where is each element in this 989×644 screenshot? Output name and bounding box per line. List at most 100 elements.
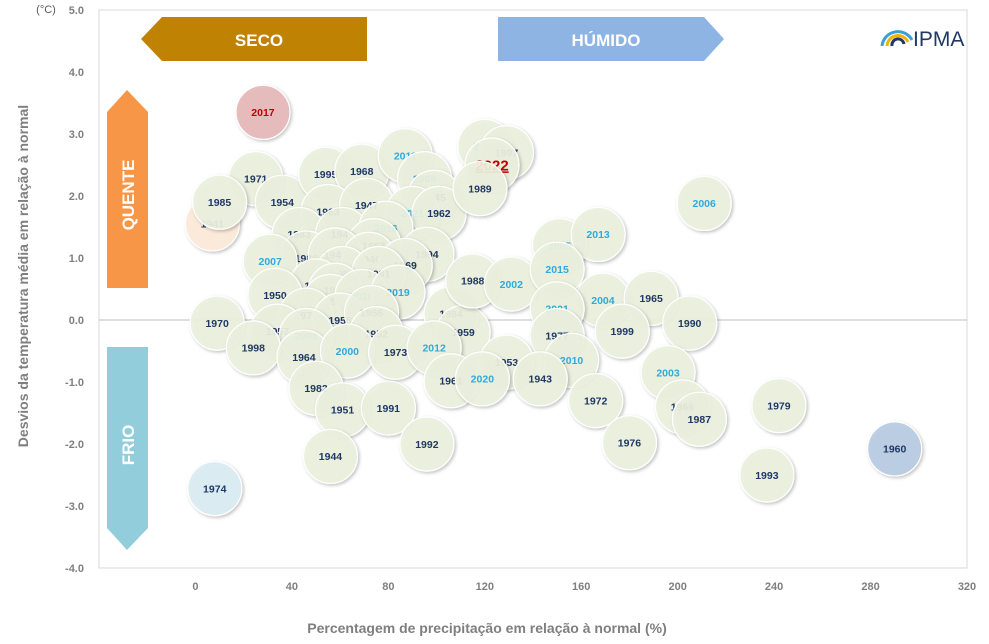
bubble-1974 (187, 461, 243, 517)
point-label-1951: 1951 (331, 405, 355, 417)
x-axis-ticks: 0 40 80 120 160 200 240 280 320 (192, 581, 976, 593)
bubble-1985 (191, 174, 248, 230)
x-tick-label: 240 (765, 581, 783, 593)
point-label-1971: 1971 (244, 173, 268, 185)
point-label-1995: 1995 (314, 169, 338, 181)
ipma-logo: IPMA (880, 28, 964, 51)
point-label-2013: 2013 (586, 229, 610, 241)
point-label-1989: 1989 (468, 183, 492, 195)
point-label-2012: 2012 (422, 343, 446, 355)
point-label-1965: 1965 (639, 293, 663, 305)
frio-arrow: FRIO (107, 347, 148, 550)
y-tick-label: -4.0 (65, 563, 84, 575)
point-label-1968: 1968 (350, 166, 374, 178)
bubble-2017 (235, 84, 291, 140)
x-tick-label: 200 (668, 581, 686, 593)
point-label-2004: 2004 (591, 295, 615, 307)
bubble-1993 (739, 447, 795, 503)
bubble-1960 (867, 421, 923, 477)
y-tick-label: -2.0 (65, 439, 84, 451)
bubble-2013 (570, 206, 626, 263)
bubble-1976 (601, 415, 658, 471)
point-2000: 2000 (319, 323, 375, 379)
y-axis-ticks: 5.0 4.0 3.0 2.0 1.0 0.0 -1.0 -2.0 -3.0 -4.0 (65, 5, 84, 575)
point-label-2015: 2015 (545, 264, 569, 276)
point-label-1991: 1991 (377, 403, 401, 415)
point-1972: 1972 (568, 373, 624, 429)
point-label-2003: 2003 (656, 367, 680, 379)
point-label-1976: 1976 (618, 438, 642, 450)
y-tick-label: 3.0 (69, 129, 84, 141)
logo-arc-inner (890, 37, 906, 47)
point-label-1974: 1974 (203, 483, 227, 495)
x-tick-label: 120 (476, 581, 494, 593)
ipma-logo-text: IPMA (913, 28, 964, 51)
point-1943: 1943 (512, 351, 568, 407)
point-2017: 2017 (235, 84, 291, 140)
point-2002: 2002 (483, 256, 539, 312)
y-axis-label: Desvios da temperatura média em relação … (15, 105, 31, 447)
bubble-1944 (302, 428, 359, 484)
point-label-1943: 1943 (529, 374, 553, 386)
point-1976: 1976 (601, 415, 658, 471)
x-axis-label: Percentagem de precipitação em relação à… (307, 620, 666, 636)
point-1979: 1979 (751, 377, 807, 434)
seco-arrow: SECO (141, 17, 367, 61)
logo-arc-outer (880, 30, 914, 47)
x-tick-label: 280 (861, 581, 879, 593)
point-1989: 1989 (452, 160, 508, 217)
data-points: 2017194119741960197119851954199519681963… (184, 84, 923, 517)
point-label-2000: 2000 (336, 346, 360, 358)
seco-label: SECO (235, 31, 283, 50)
y-tick-label: 5.0 (69, 5, 84, 17)
point-1985: 1985 (191, 174, 248, 230)
bubble-1979 (751, 377, 807, 434)
humido-arrow: HÚMIDO (498, 17, 724, 61)
bubble-1992 (399, 416, 455, 472)
point-label-1962: 1962 (427, 208, 451, 220)
y-tick-label: 1.0 (69, 253, 84, 265)
point-label-1944: 1944 (319, 451, 343, 463)
bubble-1987 (671, 391, 727, 447)
y-tick-label: -1.0 (65, 377, 84, 389)
point-1992: 1992 (399, 416, 455, 472)
point-label-1970: 1970 (205, 318, 229, 330)
quente-arrow: QUENTE (107, 90, 148, 288)
y-tick-label: -3.0 (65, 501, 84, 513)
bubble-1991 (360, 380, 416, 436)
point-label-2002: 2002 (500, 279, 524, 291)
point-1987: 1987 (671, 391, 727, 447)
point-label-1992: 1992 (415, 439, 439, 451)
point-1998: 1998 (225, 320, 281, 376)
quente-label: QUENTE (119, 160, 138, 231)
bubble-2006 (676, 175, 732, 232)
point-label-1954: 1954 (271, 197, 295, 209)
point-label-1990: 1990 (678, 318, 702, 330)
point-1974: 1974 (187, 461, 243, 517)
y-tick-label: 2.0 (69, 191, 84, 203)
bubble-1989 (452, 160, 508, 217)
bubble-1943 (512, 351, 568, 407)
x-tick-label: 40 (286, 581, 298, 593)
point-label-1964: 1964 (292, 352, 316, 364)
point-label-1960: 1960 (883, 444, 907, 456)
x-tick-label: 160 (572, 581, 590, 593)
point-2020: 2020 (454, 351, 510, 407)
x-tick-label: 0 (192, 581, 198, 593)
point-1960: 1960 (867, 421, 923, 477)
point-label-1993: 1993 (755, 470, 779, 482)
point-label-2020: 2020 (471, 374, 495, 386)
bubble-1972 (568, 373, 624, 429)
point-1991: 1991 (360, 380, 416, 436)
point-label-1985: 1985 (208, 197, 232, 209)
point-label-1973: 1973 (384, 347, 408, 359)
point-label-1987: 1987 (688, 414, 712, 426)
point-label-1999: 1999 (611, 326, 635, 338)
point-label-1998: 1998 (242, 343, 266, 355)
point-label-1988: 1988 (461, 276, 485, 288)
point-1944: 1944 (302, 428, 359, 484)
point-label-2017: 2017 (251, 107, 275, 119)
point-label-1950: 1950 (263, 290, 287, 302)
point-1993: 1993 (739, 447, 795, 503)
